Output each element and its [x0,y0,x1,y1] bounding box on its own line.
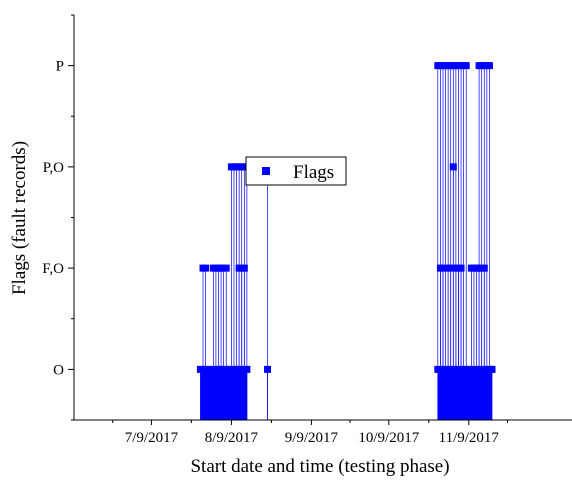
data-point-2 [207,365,215,373]
data-point-54 [480,264,488,272]
data-point-41 [488,365,496,373]
x-ticks: 7/9/2017 8/9/2017 9/9/2017 10/9/2017 11/9/20… [112,420,508,446]
data-point-7 [233,365,241,373]
data-point-32 [444,365,452,373]
y-tick-label-3: P [56,59,64,75]
data-point-39 [480,365,488,373]
data-point-33 [449,365,457,373]
data-point-36 [465,365,473,373]
y-tick-label-0: O [53,362,64,378]
data-point-43 [439,264,447,272]
x-axis-title: Start date and time (testing phase) [190,456,449,477]
data-point-29 [264,365,272,373]
data-point-67 [462,62,470,70]
x-tick-label-3: 10/9/2017 [358,430,419,446]
x-tick-label-0: 7/9/2017 [125,430,179,446]
data-point-17 [222,264,230,272]
legend-label: Flags [293,162,334,183]
data-point-20 [240,264,248,272]
legend-marker [262,167,270,175]
data-point-4 [217,365,225,373]
legend: Flags [245,156,347,186]
data-point-55 [449,163,457,171]
data-point-8 [238,365,246,373]
data-point-72 [485,62,493,70]
data-point-37 [470,365,478,373]
dense-band-1 [437,369,493,420]
data-point-38 [475,365,483,373]
x-tick-label-2: 9/9/2017 [285,430,339,446]
data-point-31 [439,365,447,373]
data-point-6 [227,365,235,373]
data-point-9 [243,365,251,373]
data-point-48 [457,264,465,272]
data-point-35 [460,365,468,373]
data-point-34 [454,365,462,373]
data-point-1 [202,365,210,373]
y-axis-title: Flags (fault records) [9,141,30,295]
data-point-5 [222,365,230,373]
x-tick-label-1: 8/9/2017 [205,430,259,446]
y-ticks: O F,O P,O P [42,14,74,421]
axes [73,15,572,421]
data-point-30 [434,365,442,373]
data-point-3 [212,365,220,373]
data-points [196,62,496,373]
data-point-45 [447,264,455,272]
data-point-0 [196,365,204,373]
data-point-11 [202,264,210,272]
y-tick-label-2: P,O [43,160,64,176]
drop-lines [200,65,493,420]
y-tick-label-1: F,O [42,261,64,277]
x-tick-label-4: 11/9/2017 [439,430,500,446]
